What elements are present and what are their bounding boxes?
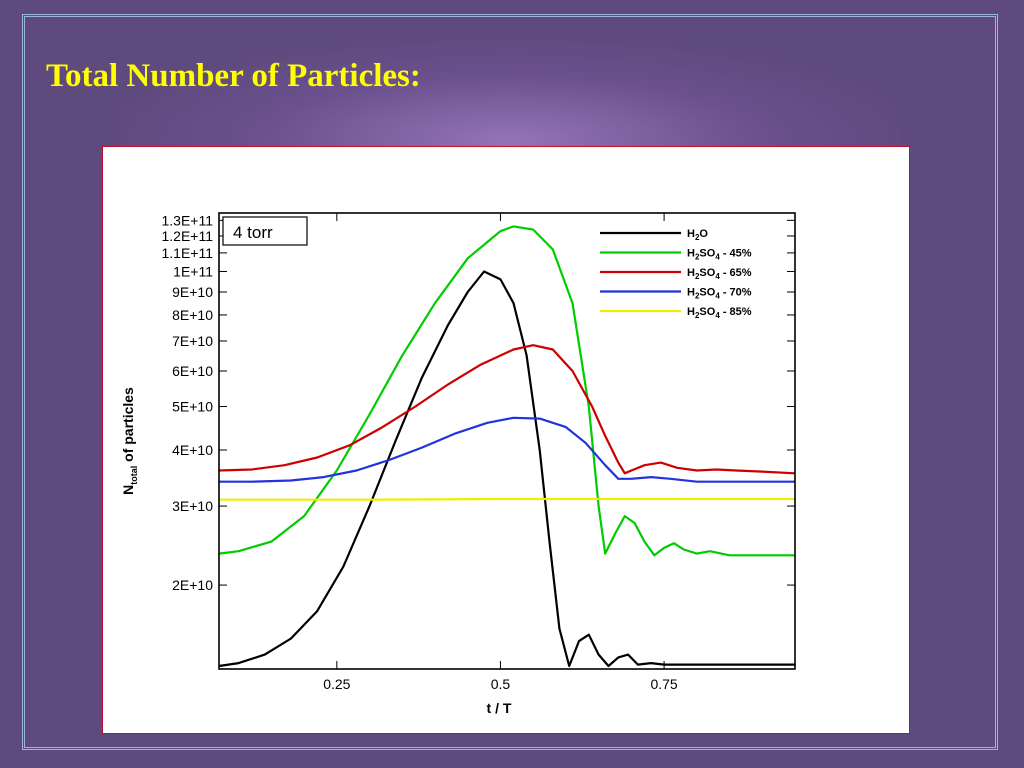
legend-label-4: H2SO4 - 70% xyxy=(687,287,752,301)
legend-subscript: 4 xyxy=(715,253,720,262)
particles-chart: 2E+10 3E+10 4E+10 5E+10 6E+10 7E+10 8E+10 9E+10… xyxy=(120,212,796,716)
x-tick-label: 0.75 xyxy=(650,676,677,692)
y-axis-subscript: total xyxy=(129,466,139,485)
legend-text: O xyxy=(699,228,708,240)
legend-text: - 70% xyxy=(720,287,752,299)
legend-text: H xyxy=(687,248,695,260)
annotation-label: 4 torr xyxy=(233,223,273,242)
legend-label-2: H2SO4 - 45% xyxy=(687,248,752,262)
legend-text: H xyxy=(687,287,695,299)
series-line-5 xyxy=(219,497,795,501)
legend-text: SO xyxy=(699,306,715,318)
legend-text: - 65% xyxy=(720,267,752,279)
y-tick-label: 1.2E+11 xyxy=(161,228,213,244)
legend-subscript: 4 xyxy=(715,311,720,320)
legend-label-1: H2O xyxy=(687,228,708,242)
y-tick-label: 5E+10 xyxy=(172,399,213,415)
y-axis-label: Ntotal of particles xyxy=(120,387,139,495)
series-line-2 xyxy=(218,225,795,557)
legend-subscript: 4 xyxy=(715,272,720,281)
legend-text: H xyxy=(687,228,695,240)
legend-text: SO xyxy=(699,248,715,260)
legend-subscript: 2 xyxy=(695,253,700,262)
series-line-3 xyxy=(218,344,796,475)
chart-panel: 2E+10 3E+10 4E+10 5E+10 6E+10 7E+10 8E+10 9E+10… xyxy=(102,146,910,734)
annotation-box xyxy=(222,216,308,246)
y-axis-text: of particles xyxy=(120,387,136,466)
slide-title: Total Number of Particles: xyxy=(46,58,421,94)
x-tick-label: 0.25 xyxy=(323,676,350,692)
slide-border xyxy=(22,14,998,750)
legend-label-5: H2SO4 - 85% xyxy=(687,306,752,320)
legend-subscript: 4 xyxy=(715,292,720,301)
legend-text: - 45% xyxy=(720,248,752,260)
legend-text: SO xyxy=(699,287,715,299)
legend-text: SO xyxy=(699,267,715,279)
legend-subscript: 2 xyxy=(695,292,700,301)
legend-text: - 85% xyxy=(720,306,752,318)
y-tick-label: 9E+10 xyxy=(172,284,213,300)
y-tick-label: 4E+10 xyxy=(172,442,213,458)
y-tick-label: 1E+11 xyxy=(173,263,213,279)
y-tick-label: 2E+10 xyxy=(172,577,213,593)
y-tick-label: 3E+10 xyxy=(172,498,213,514)
y-tick-label: 7E+10 xyxy=(172,333,213,349)
y-tick-label: 6E+10 xyxy=(172,363,213,379)
y-tick-label: 8E+10 xyxy=(172,307,213,323)
plot-frame xyxy=(218,212,796,670)
legend-subscript: 2 xyxy=(695,272,700,281)
legend-text: H xyxy=(687,267,695,279)
legend-text: H xyxy=(687,306,695,318)
series-line-1 xyxy=(218,270,795,668)
y-tick-label: 1.1E+11 xyxy=(161,245,213,261)
x-axis-label: t / T xyxy=(487,700,512,716)
y-tick-label: 1.3E+11 xyxy=(161,212,213,228)
x-tick-label: 0.5 xyxy=(491,676,511,692)
y-axis-text: N xyxy=(120,485,136,495)
legend-label-3: H2SO4 - 65% xyxy=(687,267,752,281)
legend-subscript: 2 xyxy=(695,311,700,320)
legend-subscript: 2 xyxy=(695,233,700,242)
series-line-4 xyxy=(219,416,795,483)
